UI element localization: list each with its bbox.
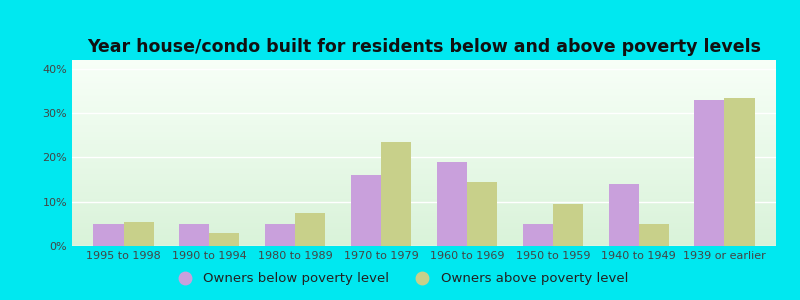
Bar — [381, 142, 411, 246]
Bar — [553, 204, 583, 246]
Bar — [123, 222, 154, 246]
Bar — [351, 175, 381, 246]
Bar — [725, 98, 754, 246]
Bar — [437, 162, 467, 246]
Bar — [638, 224, 669, 246]
Bar — [694, 100, 725, 246]
Bar — [609, 184, 638, 246]
Legend: Owners below poverty level, Owners above poverty level: Owners below poverty level, Owners above… — [166, 267, 634, 290]
Bar — [467, 182, 497, 246]
Bar — [265, 224, 295, 246]
Title: Year house/condo built for residents below and above poverty levels: Year house/condo built for residents bel… — [87, 38, 761, 56]
Bar — [522, 224, 553, 246]
Bar — [210, 233, 239, 246]
Bar — [94, 224, 123, 246]
Bar — [295, 213, 326, 246]
Bar — [179, 224, 210, 246]
